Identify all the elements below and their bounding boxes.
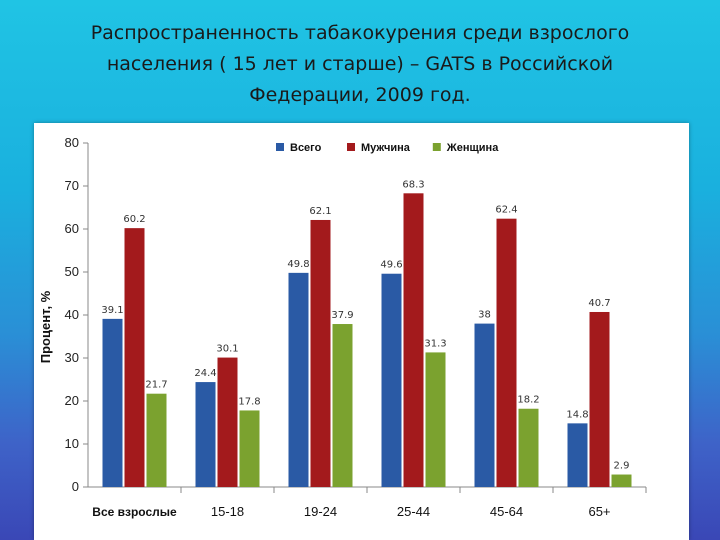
y-tick-label: 0 — [72, 479, 79, 494]
y-tick-label: 80 — [65, 135, 79, 150]
slide-title-line-2: населения ( 15 лет и старше) – GATS в Ро… — [106, 53, 614, 75]
y-axis-title: Процент, % — [38, 290, 53, 363]
bar-female — [146, 393, 167, 487]
data-label: 40.7 — [588, 298, 610, 309]
data-label: 37.9 — [331, 310, 353, 321]
bar-total — [567, 423, 588, 487]
x-tick-label: 65+ — [588, 504, 610, 519]
data-label: 24.4 — [194, 368, 216, 379]
legend-female-label: Женщина — [446, 142, 499, 154]
data-label: 39.1 — [101, 305, 123, 316]
data-label: 2.9 — [614, 461, 630, 472]
bar-male — [403, 193, 424, 487]
data-label: 17.8 — [238, 396, 260, 407]
y-tick-label: 20 — [65, 393, 79, 408]
slide-title-line-1: Распространенность табакокурения среди в… — [90, 22, 630, 44]
legend-male-label: Мужчина — [361, 142, 411, 154]
bar-male — [589, 311, 610, 487]
bar-male — [217, 357, 238, 487]
bar-male — [124, 228, 145, 487]
bar-female — [611, 474, 632, 487]
data-label: 18.2 — [517, 395, 539, 406]
bar-female — [239, 410, 260, 487]
y-tick-label: 70 — [65, 178, 79, 193]
bar-female — [332, 324, 353, 487]
data-label: 14.8 — [566, 409, 588, 420]
bar-male — [496, 218, 517, 487]
data-label: 60.2 — [123, 214, 145, 225]
data-label: 31.3 — [424, 338, 446, 349]
x-tick-label: Все взрослые — [92, 505, 177, 519]
data-label: 49.6 — [380, 260, 402, 271]
bar-total — [474, 323, 495, 487]
legend-female-swatch — [432, 143, 441, 151]
bar-chart: 0 10 20 30 40 50 60 70 80 Процент, % 39.1 60.2 21.7 В… — [38, 135, 647, 519]
data-label: 62.4 — [495, 205, 517, 216]
data-label: 21.7 — [145, 380, 167, 391]
x-tick-label: 15-18 — [211, 504, 244, 519]
bar-total — [381, 273, 402, 487]
x-tick-label: 45-64 — [490, 504, 523, 519]
y-tick-label: 40 — [65, 307, 79, 322]
x-tick-label: 25-44 — [397, 504, 430, 519]
bar-total — [288, 272, 309, 487]
y-tick-label: 10 — [65, 436, 79, 451]
data-label: 49.8 — [287, 259, 309, 270]
bar-total — [195, 382, 216, 487]
bar-female — [425, 352, 446, 487]
bar-female — [518, 408, 539, 487]
y-tick-label: 60 — [65, 221, 79, 236]
y-tick-label: 30 — [65, 350, 79, 365]
x-tick-label: 19-24 — [304, 504, 337, 519]
chart-panel: 0 10 20 30 40 50 60 70 80 Процент, % 39.1 60.2 21.7 В… — [34, 123, 689, 540]
data-label: 68.3 — [402, 179, 424, 190]
data-label: 30.1 — [216, 344, 238, 355]
data-label: 38 — [478, 310, 491, 321]
y-tick-label: 50 — [65, 264, 79, 279]
bar-male — [310, 219, 331, 487]
slide-title: Распространенность табакокурения среди в… — [40, 18, 680, 111]
legend-male-swatch — [347, 143, 355, 151]
legend-total-label: Всего — [290, 142, 322, 154]
slide-title-line-3: Федерации, 2009 год. — [249, 84, 471, 106]
bar-total — [102, 318, 123, 487]
legend-total-swatch — [276, 143, 284, 151]
data-label: 62.1 — [309, 206, 331, 217]
